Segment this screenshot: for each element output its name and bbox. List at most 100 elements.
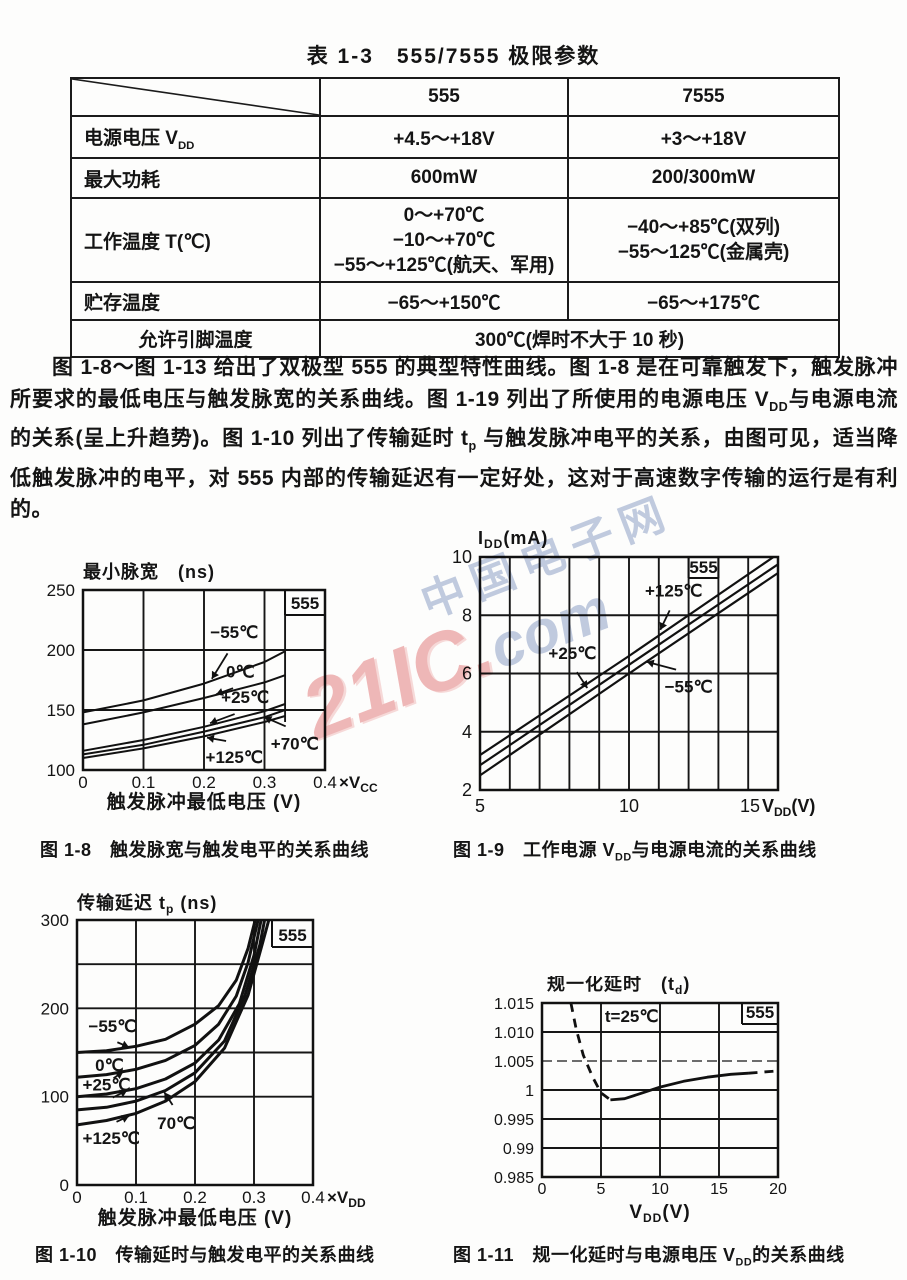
x-axis-title: VDD(V) xyxy=(629,1202,690,1225)
y-tick-label: 8 xyxy=(462,605,472,625)
y-tick-label: 0.985 xyxy=(494,1170,534,1187)
curve-label: −55℃ xyxy=(665,678,713,697)
curve-label: −55℃ xyxy=(210,623,258,642)
x-axis-title: 触发脉冲最低电压 (V) xyxy=(98,1206,293,1229)
device-label: 555 xyxy=(278,926,306,945)
x-tick-label: 10 xyxy=(651,1181,669,1198)
y-tick-label: 6 xyxy=(462,664,472,684)
y-tick-label: 250 xyxy=(47,581,75,600)
cell-span: 300℃(焊时不大于 10 秒) xyxy=(319,319,840,358)
col-header-555: 555 xyxy=(319,77,569,117)
chart-title: IDD(mA) xyxy=(478,528,548,551)
curve-label: +25℃ xyxy=(221,688,269,707)
x-axis-unit: ×VDD xyxy=(327,1188,366,1210)
x-tick-label: 0.3 xyxy=(242,1188,266,1207)
cell-555: +4.5～+18V xyxy=(319,115,569,159)
cell-7555: 200/300mW xyxy=(567,157,840,199)
table-title: 表 1-3 555/7555 极限参数 xyxy=(306,45,601,68)
x-axis-unit: VDD(V) xyxy=(762,796,815,819)
temp-range-line: −10～+70℃ xyxy=(392,229,496,251)
x-tick-label: 0.4 xyxy=(301,1188,325,1207)
curve-label: +125℃ xyxy=(645,581,702,600)
col-header-7555: 7555 xyxy=(567,77,840,117)
table-row-max-power: 最大功耗 600mW 200/300mW xyxy=(70,157,840,199)
y-tick-label: 1.005 xyxy=(494,1054,534,1071)
table-row-operating-temp: 工作温度 T(℃) 0～+70℃ −10～+70℃ −55～+125℃(航天、军… xyxy=(70,197,840,283)
x-tick-label: 0 xyxy=(538,1181,547,1198)
y-tick-label: 1.010 xyxy=(494,1025,534,1042)
curve-label: +125℃ xyxy=(83,1129,140,1148)
x-tick-label: 0.3 xyxy=(253,773,277,792)
table-row-supply-voltage: 电源电压 VDD +4.5～+18V +3～+18V xyxy=(70,115,840,159)
cell-7555: −65～+175℃ xyxy=(567,281,840,321)
y-tick-label: 0.99 xyxy=(503,1141,534,1158)
figure-1-8-caption: 图 1-8 触发脉宽与触发电平的关系曲线 xyxy=(40,840,370,860)
cell-555: 0～+70℃ −10～+70℃ −55～+125℃(航天、军用) xyxy=(319,197,569,283)
y-tick-label: 0.995 xyxy=(494,1112,534,1129)
y-tick-label: 0 xyxy=(60,1176,69,1195)
figure-1-8-chart: 555 −55℃ 0℃ +25℃ +125℃ +70℃ 100 150 200 250 0 0.1 0.… xyxy=(38,560,418,826)
row-label: 工作温度 T(℃) xyxy=(70,197,321,283)
curve-label: 70℃ xyxy=(157,1114,195,1133)
curve-label: +25℃ xyxy=(548,644,596,663)
y-tick-label: 300 xyxy=(41,911,69,930)
y-tick-label: 100 xyxy=(47,761,75,780)
device-label: 555 xyxy=(291,594,319,613)
curve-label: +25℃ xyxy=(83,1075,131,1094)
y-tick-label: 200 xyxy=(47,641,75,660)
curve-label: −55℃ xyxy=(88,1017,136,1036)
y-tick-label: 1 xyxy=(525,1083,534,1100)
row-label-text: 电源电压 V xyxy=(84,127,178,149)
x-tick-label: 5 xyxy=(475,796,485,816)
row-label-subscript: DD xyxy=(177,139,195,152)
x-tick-label: 15 xyxy=(740,796,760,816)
y-tick-label: 4 xyxy=(462,722,472,742)
figure-1-10-caption: 图 1-10 传输延时与触发电平的关系曲线 xyxy=(35,1245,375,1265)
figure-1-11-caption: 图 1-11 规一化延时与电源电压 VDD的关系曲线 xyxy=(453,1245,845,1269)
curve-label: t=25℃ xyxy=(605,1007,659,1026)
temp-range-line: −40～+85℃(双列) xyxy=(626,217,781,238)
table-corner-cell xyxy=(70,77,321,117)
chart-title: 传输延迟 tp (ns) xyxy=(76,893,217,916)
x-tick-label: 15 xyxy=(710,1181,728,1198)
y-tick-label: 150 xyxy=(47,701,75,720)
spec-table: 555 7555 电源电压 VDD +4.5～+18V +3～+18V 最大功耗… xyxy=(70,77,840,358)
x-tick-label: 0.2 xyxy=(192,773,216,792)
cell-7555: −40～+85℃(双列) −55～125℃(金属壳) xyxy=(567,197,840,283)
x-tick-label: 10 xyxy=(619,796,639,816)
figure-1-9-caption: 图 1-9 工作电源 VDD与电源电流的关系曲线 xyxy=(453,840,817,864)
cell-555: 600mW xyxy=(319,157,569,199)
row-label: 电源电压 VDD xyxy=(70,115,321,159)
y-tick-label: 10 xyxy=(452,547,472,567)
x-tick-label: 0.4 xyxy=(313,773,337,792)
row-label: 允许引脚温度 xyxy=(70,319,321,358)
device-label: 555 xyxy=(689,558,717,577)
y-tick-label: 200 xyxy=(41,999,69,1018)
temp-range-line: −55～+125℃(航天、军用) xyxy=(333,254,555,276)
x-tick-label: 0 xyxy=(72,1188,81,1207)
curve-label: 0℃ xyxy=(226,663,255,682)
cell-7555: +3～+18V xyxy=(567,115,840,159)
chart-title: 规一化延时 (td) xyxy=(547,976,690,997)
figure-1-11-chart: 555 t=25℃ 1.015 1.010 1.005 1 0.995 0.99 0.985 0 5… xyxy=(465,976,907,1234)
cell-555: −65～+150℃ xyxy=(319,281,569,321)
curve-label: +70℃ xyxy=(271,735,319,754)
x-axis-unit: ×VCC xyxy=(339,773,378,795)
x-tick-label: 0.1 xyxy=(124,1188,148,1207)
curve-label: 0℃ xyxy=(95,1056,124,1075)
chart-title: 最小脉宽 (ns) xyxy=(83,561,215,582)
diagonal-line xyxy=(72,79,319,115)
table-header-row: 555 7555 xyxy=(70,77,840,117)
temp-range-line: 0～+70℃ xyxy=(403,204,485,226)
figure-1-9-chart: 555 +125℃ +25℃ −55℃ 2 4 6 8 10 5 10 15 VDD(V) IDD(mA) xyxy=(440,528,907,828)
x-axis-title: 触发脉冲最低电压 (V) xyxy=(107,790,302,813)
x-tick-label: 0 xyxy=(78,773,87,792)
curve-label: +125℃ xyxy=(206,748,263,767)
y-tick-label: 2 xyxy=(462,780,472,800)
x-tick-label: 20 xyxy=(769,1181,787,1198)
figure-1-10-chart: 555 −55℃ 0℃ +25℃ 70℃ +125℃ 0 100 200 300 0 0.1 0.2 0.… xyxy=(28,893,460,1238)
x-tick-label: 0.1 xyxy=(132,773,156,792)
row-label: 贮存温度 xyxy=(70,281,321,321)
device-label: 555 xyxy=(746,1003,774,1022)
